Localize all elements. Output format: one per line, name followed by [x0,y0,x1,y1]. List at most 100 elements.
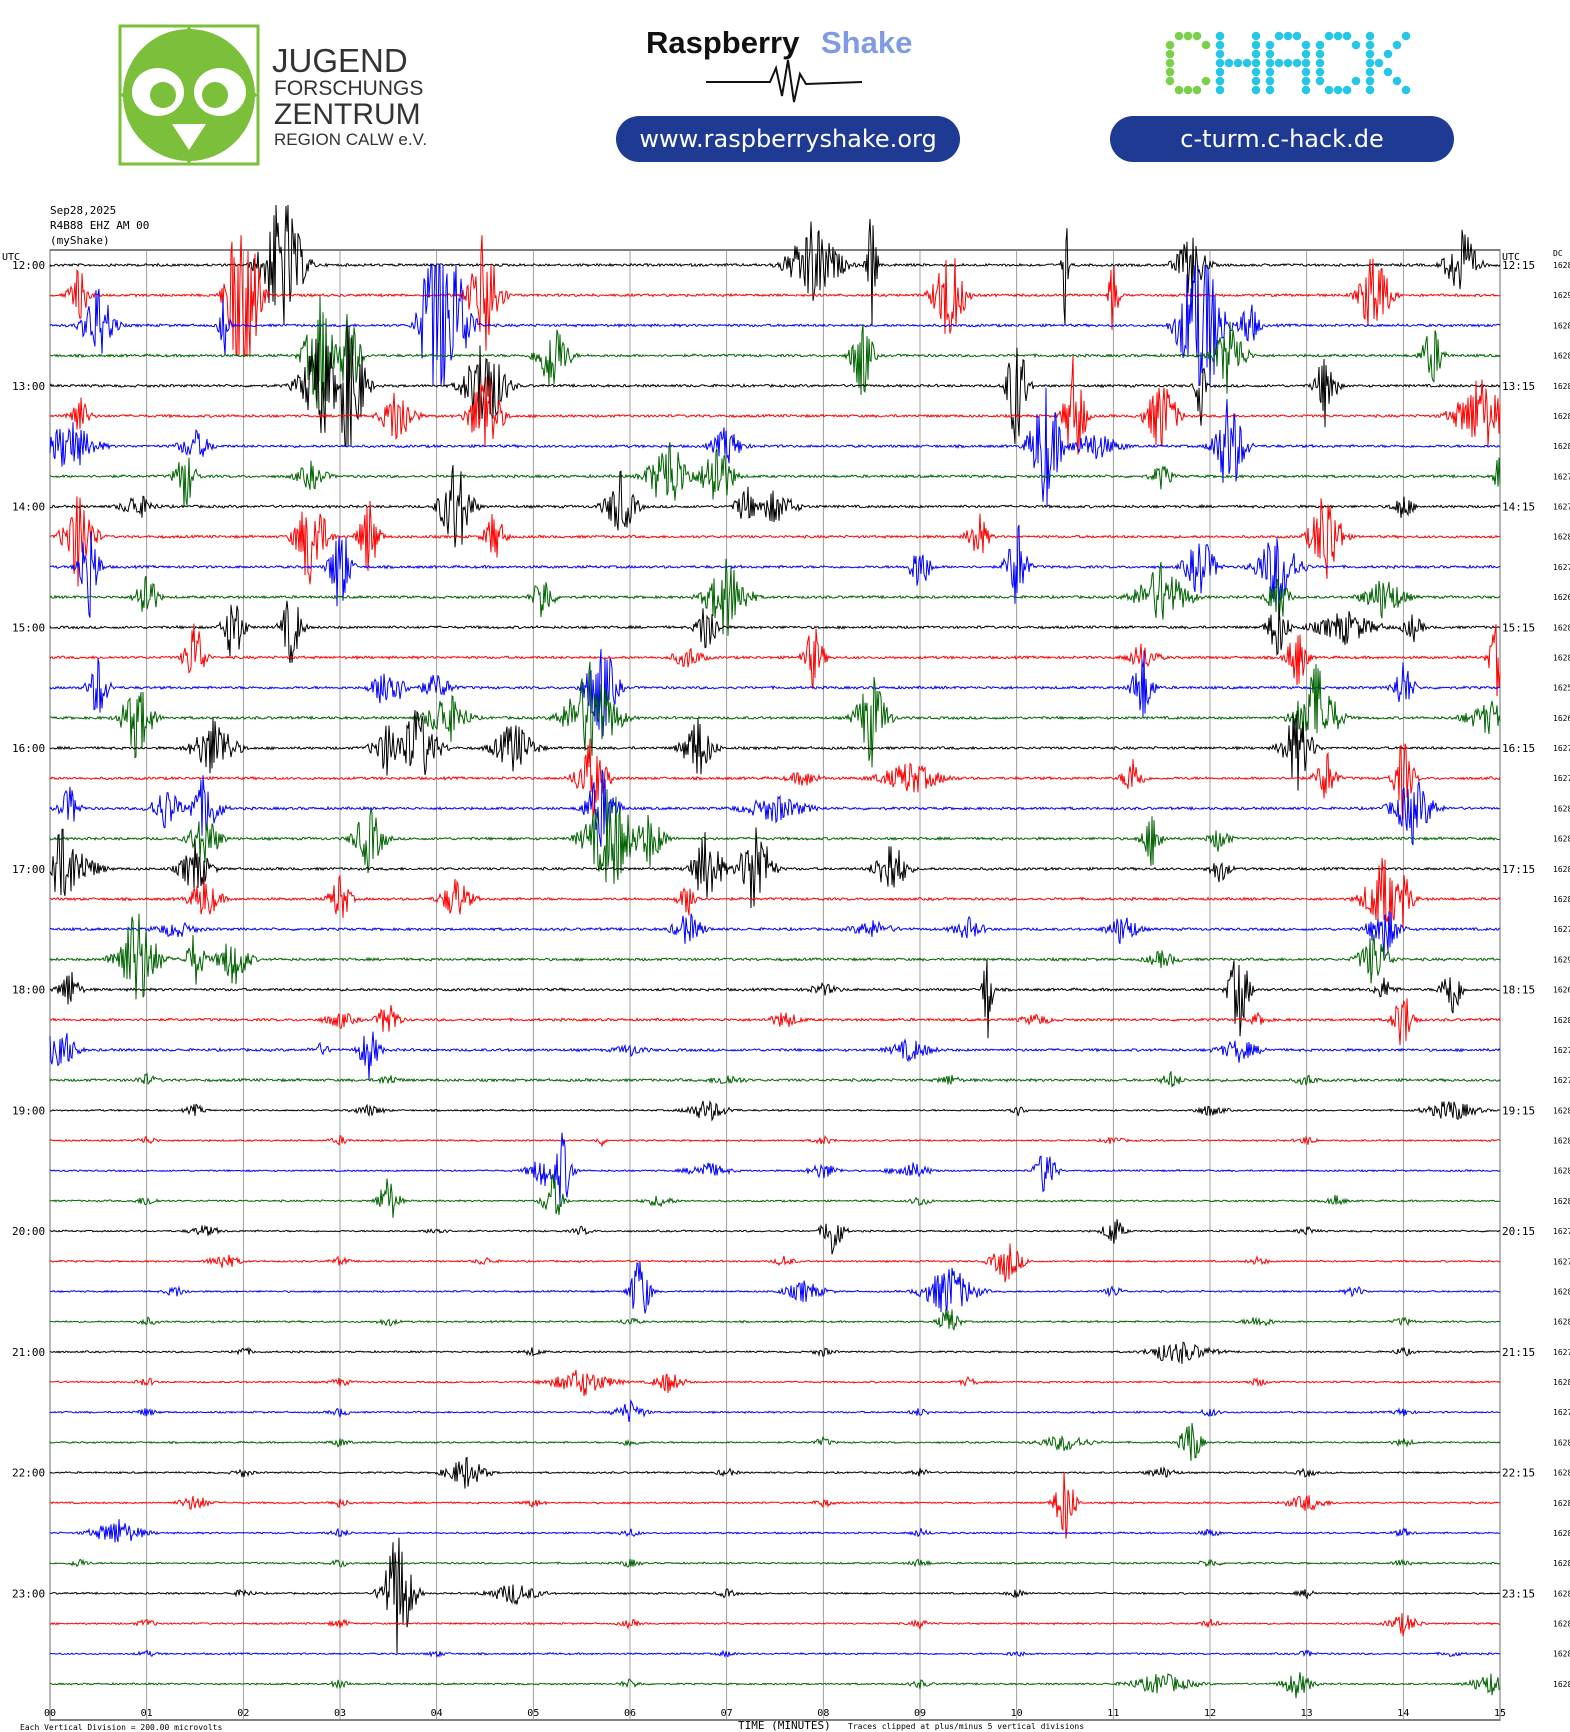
seismic-trace [49,1672,1501,1699]
right-utc-label: UTC [1502,252,1520,263]
dc-offset-label: 16285 [1553,804,1570,813]
x-tick-label: 14 [1397,1708,1409,1719]
chack-dot [1315,67,1325,77]
chack-dot [1165,40,1175,50]
jfz-line2: FORSCHUNGS [274,77,423,100]
right-hour-label: 12:15 [1502,259,1535,272]
chack-dot [1342,85,1352,95]
dc-offset-label: 16277 [1553,1408,1570,1417]
seismic-trace [49,648,1501,737]
chack-dot [1242,58,1252,68]
dc-offset-label: 16285 [1553,412,1570,421]
plot-frame [49,249,1501,1721]
chack-dot [1192,85,1202,95]
right-hour-label: 21:15 [1502,1346,1535,1359]
chack-dot [1183,85,1193,95]
seismic-trace [49,1071,1501,1088]
dc-offset-label: 16286 [1553,865,1570,874]
dc-offset-label: 16282 [1553,1378,1570,1387]
chack-dot [1274,58,1284,68]
chack-dot [1251,76,1261,86]
chack-dot [1224,58,1234,68]
seismic-trace [49,1099,1501,1122]
chack-dot [1365,67,1375,77]
dc-offset-label: 16279 [1553,774,1570,783]
left-hour-label: 13:00 [12,380,45,393]
chack-dot [1365,40,1375,50]
seismic-trace [49,1456,1501,1489]
dc-offset-label: 16276 [1553,925,1570,934]
chack-dot [1383,67,1393,77]
dc-offset-label: 16285 [1553,442,1570,451]
header-logos: JUGEND FORSCHUNGS ZENTRUM REGION CALW e.… [118,24,1411,166]
seismic-trace [49,738,1501,820]
chack-dot [1342,31,1352,41]
chack-dot [1174,31,1184,41]
seismic-trace [49,264,1501,386]
right-hour-label: 16:15 [1502,742,1535,755]
seismic-trace [49,1558,1501,1568]
left-hour-label: 14:00 [12,501,45,514]
seismic-trace [49,1243,1501,1283]
dc-offset-label: 16283 [1553,1137,1570,1146]
chack-dot [1365,31,1375,41]
seismic-trace [49,1173,1501,1218]
dc-offset-label: 16277 [1553,1257,1570,1266]
chack-dot [1301,76,1311,86]
chack-dot [1392,76,1402,86]
raspberryshake-link[interactable]: www.raspberryshake.org [616,116,960,162]
x-tick-label: 00 [44,1708,56,1719]
dc-offset-label: 16265 [1553,714,1570,723]
left-hour-label: 17:00 [12,863,45,876]
chack-dot [1251,58,1261,68]
dc-offset-label: 16277 [1553,472,1570,481]
left-hour-label: 16:00 [12,742,45,755]
chack-dot [1165,49,1175,59]
x-tick-label: 11 [1107,1708,1119,1719]
chack-dot [1251,31,1261,41]
dc-offset-label: 16284 [1553,1680,1570,1689]
x-tick-labels: 00 01 02 03 04 05 06 07 08 09 10 11 12 13 14 15 [44,1708,1506,1719]
chack-dot [1265,40,1275,50]
chack-link[interactable]: c-turm.c-hack.de [1110,116,1454,162]
source-label: (myShake) [50,234,110,247]
seismic-trace [49,1537,1500,1654]
chack-dot [1233,58,1243,68]
chack-dot [1324,85,1334,95]
dc-label: DC [1553,249,1563,258]
chack-dot [1192,31,1202,41]
seismic-trace [49,1423,1501,1461]
dc-offset-label: 16282 [1553,1318,1570,1327]
trace-group [49,204,1501,1699]
chack-dot [1392,40,1402,50]
chack-dot [1365,49,1375,59]
chack-dot [1301,49,1311,59]
right-hour-label: 13:15 [1502,380,1535,393]
minute-gridlines [49,250,1501,1720]
jfz-owl-icon [118,24,260,166]
dc-offset-label: 16298 [1553,955,1570,964]
x-tick-label: 02 [237,1708,249,1719]
seismic-trace [49,465,1501,548]
right-hour-label: 14:15 [1502,501,1535,514]
dc-offset-label: 16282 [1553,382,1570,391]
chack-dot [1351,40,1361,50]
seismic-trace [49,1399,1501,1423]
chack-dot [1251,85,1261,95]
dc-offset-label: 16259 [1553,684,1570,693]
seismic-trace [50,1471,1500,1539]
seismic-trace [49,1134,1501,1148]
right-hour-label: 18:15 [1502,984,1535,997]
seismic-trace [49,496,1501,587]
x-tick-label: 13 [1301,1708,1313,1719]
seismic-trace [49,1031,1501,1081]
chack-dot [1201,40,1211,50]
dc-offset-label: 16287 [1553,321,1570,330]
